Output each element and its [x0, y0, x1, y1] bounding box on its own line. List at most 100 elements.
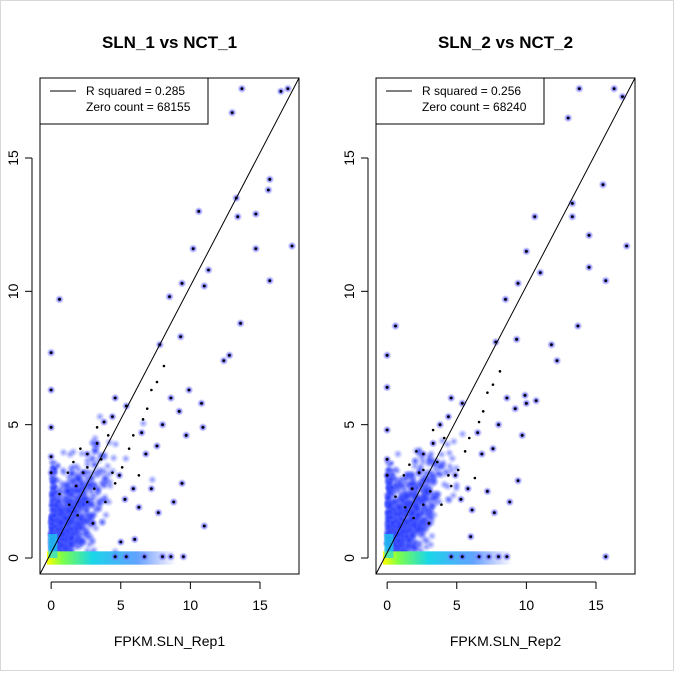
density-blob	[97, 517, 108, 528]
data-point	[177, 478, 187, 488]
data-point	[78, 468, 88, 478]
point-core	[113, 555, 117, 559]
point-core	[268, 177, 272, 181]
y-tick-label: 0	[5, 554, 21, 562]
point-core	[49, 351, 53, 355]
point-core	[236, 215, 240, 219]
point-core	[201, 425, 205, 429]
y-tick-label: 5	[341, 421, 357, 429]
axes: 0 5 10 15 0 5 10 15	[341, 150, 604, 613]
data-point	[382, 470, 392, 480]
data-point	[563, 113, 573, 123]
density-blob	[419, 494, 430, 505]
point-core	[621, 95, 624, 99]
legend-zero-count: Zero count = 68240	[422, 100, 527, 114]
data-point	[265, 276, 275, 286]
legend-r-squared: R squared = 0.256	[422, 84, 521, 98]
x-tick-label: 10	[519, 597, 535, 613]
density-blob	[138, 418, 149, 429]
cloud-point	[162, 364, 166, 368]
data-point	[382, 350, 392, 360]
panel-2: SLN_2 vs NCT_2 0 5 10 15 0 5 10 15 R squared = …	[341, 33, 636, 649]
data-point	[382, 425, 392, 435]
data-point	[236, 318, 246, 328]
zero-column-density	[384, 534, 394, 558]
point-core	[202, 284, 206, 288]
data-point	[407, 484, 417, 494]
data-point	[567, 212, 577, 222]
density-blob	[399, 510, 410, 521]
cloud-point	[456, 468, 460, 472]
density-blob	[448, 436, 459, 447]
cloud-point	[440, 503, 443, 506]
legend: R squared = 0.285 Zero count = 68155	[39, 77, 209, 125]
point-core	[161, 423, 164, 427]
data-point	[174, 406, 184, 416]
cloud-point	[447, 474, 450, 477]
point-core	[604, 555, 608, 559]
point-core	[266, 188, 270, 192]
cloud-point	[449, 484, 453, 488]
point-core	[156, 511, 160, 515]
data-point	[601, 276, 611, 286]
data-point	[535, 268, 545, 278]
data-point	[116, 537, 126, 547]
point-core	[385, 457, 389, 461]
data-point	[502, 552, 512, 562]
cloud-point	[473, 476, 477, 480]
chart-title: SLN_2 vs NCT_2	[438, 33, 573, 52]
point-core	[279, 89, 283, 93]
point-core	[460, 555, 464, 559]
density-blob	[147, 474, 158, 485]
x-tick-label: 10	[183, 597, 199, 613]
point-core	[227, 353, 231, 357]
point-core	[524, 249, 528, 253]
point-core	[117, 473, 121, 477]
point-core	[74, 484, 78, 488]
density-blob	[120, 453, 131, 464]
point-core	[286, 87, 290, 91]
point-core	[555, 359, 559, 363]
data-point	[152, 441, 162, 451]
cloud-point	[106, 434, 110, 437]
data-point	[46, 348, 56, 358]
density-blob	[421, 542, 432, 553]
cloud-point	[467, 436, 471, 440]
cloud-point	[442, 436, 446, 440]
data-point	[584, 230, 594, 240]
x-tick-label: 0	[47, 597, 55, 613]
data-point	[46, 385, 56, 395]
x-tick-label: 15	[588, 597, 604, 613]
cloud-point	[412, 516, 415, 520]
data-point	[263, 185, 273, 195]
density-blob	[436, 449, 447, 460]
point-core	[438, 423, 442, 427]
point-core	[523, 393, 527, 397]
data-point	[71, 481, 81, 491]
data-point	[489, 508, 499, 518]
y-tick-label: 0	[341, 554, 357, 562]
data-point	[184, 385, 194, 395]
point-core	[169, 396, 173, 400]
point-core	[550, 343, 553, 347]
point-core	[601, 183, 605, 187]
data-point	[622, 241, 632, 251]
point-core	[143, 555, 146, 559]
point-core	[124, 555, 128, 559]
y-tick-label: 5	[5, 421, 21, 429]
point-core	[587, 233, 591, 237]
point-core	[516, 281, 520, 285]
point-core	[385, 428, 389, 432]
density-blob	[433, 468, 444, 479]
point-core	[177, 409, 181, 413]
data-point	[510, 404, 520, 414]
point-core	[538, 271, 542, 275]
data-point	[530, 212, 540, 222]
point-core	[625, 244, 629, 248]
density-blob	[99, 480, 110, 491]
x-axis-label: FPKM.SLN_Rep2	[450, 633, 561, 649]
point-core	[95, 441, 99, 445]
data-point	[435, 420, 445, 430]
cloud-point	[86, 500, 89, 504]
point-core	[133, 537, 137, 541]
